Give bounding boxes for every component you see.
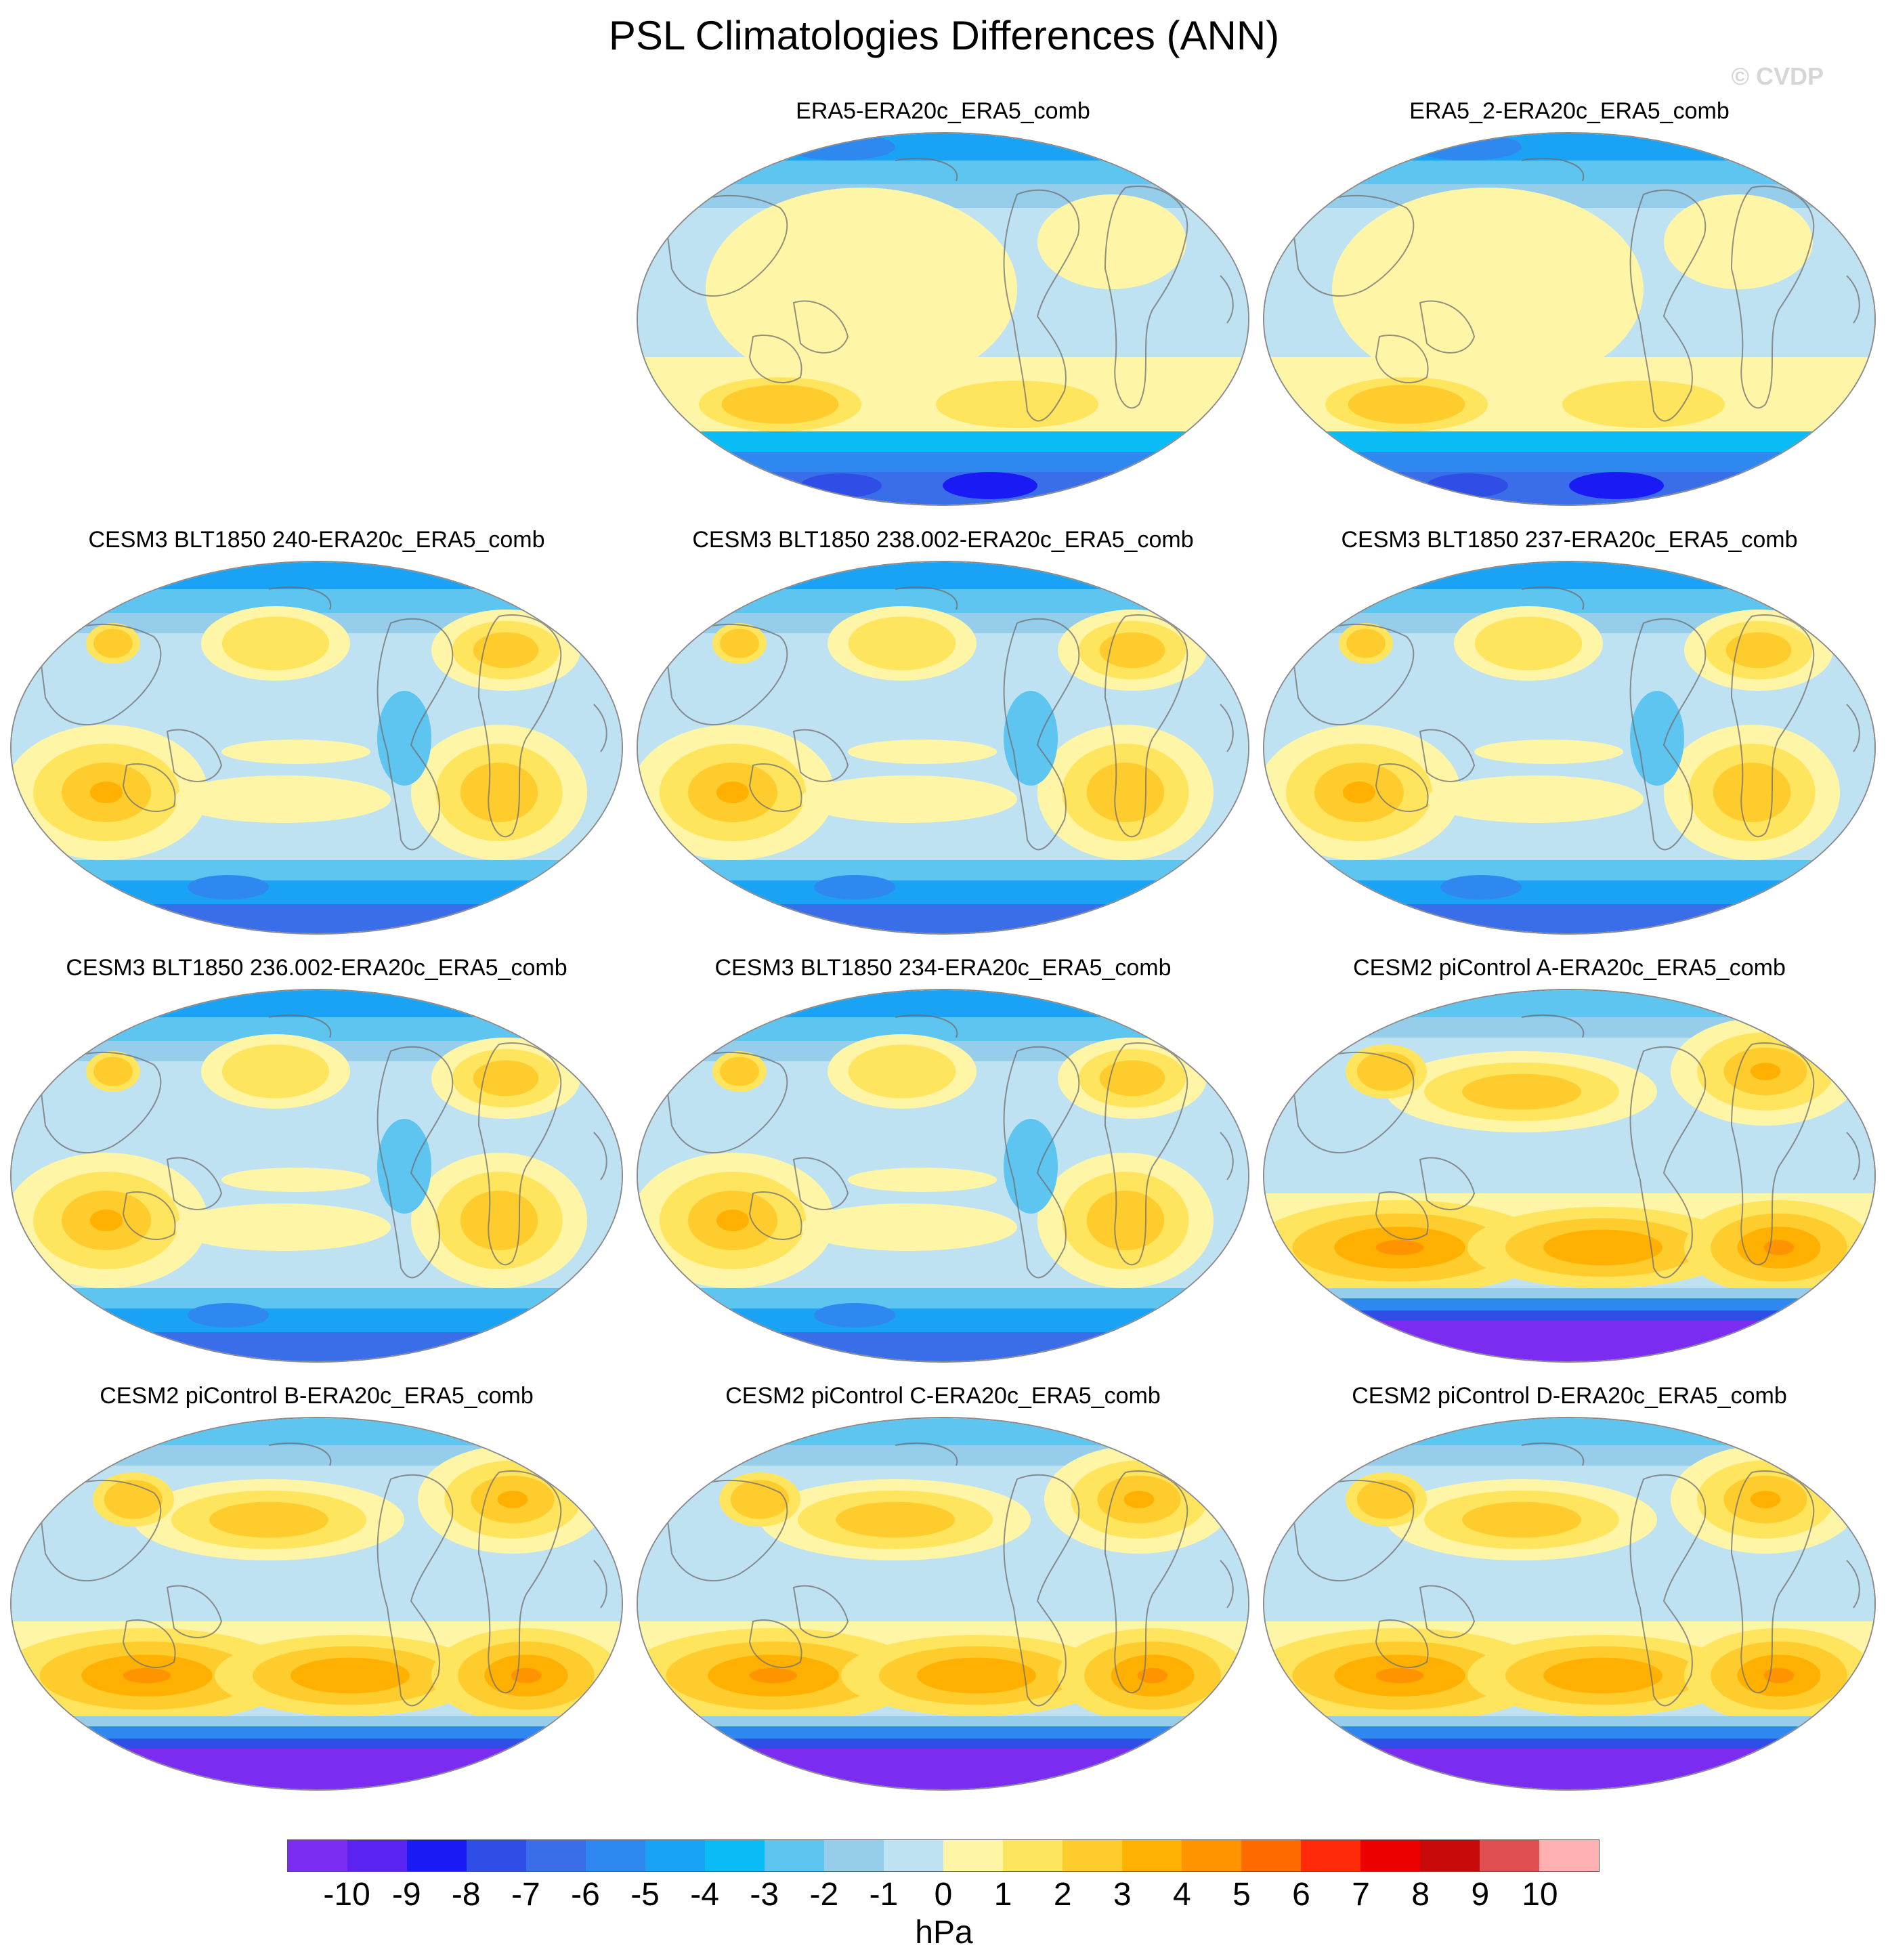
colorbar-tick-label: -4 (690, 1877, 719, 1913)
colorbar-swatch (1003, 1840, 1063, 1871)
colorbar-tick-label: 3 (1113, 1877, 1132, 1913)
panel-title: CESM3 BLT1850 240-ERA20c_ERA5_comb (88, 527, 545, 553)
colorbar-swatch (407, 1840, 467, 1871)
colorbar-tick-label: 5 (1232, 1877, 1251, 1913)
colorbar-swatch (1241, 1840, 1301, 1871)
colorbar-swatch (1182, 1840, 1241, 1871)
panel-title: CESM3 BLT1850 236.002-ERA20c_ERA5_comb (66, 955, 567, 981)
colorbar-swatch (1301, 1840, 1360, 1871)
map-panel-cesm2-a: CESM2 piControl A-ERA20c_ERA5_comb (1263, 955, 1876, 1363)
colorbar-tick-label: -3 (750, 1877, 779, 1913)
map (637, 1417, 1249, 1791)
colorbar-tick-label: 10 (1522, 1877, 1558, 1913)
panel-title: CESM3 BLT1850 237-ERA20c_ERA5_comb (1341, 527, 1798, 553)
colorbar-swatch (824, 1840, 884, 1871)
colorbar-swatch (1480, 1840, 1539, 1871)
map (1263, 132, 1876, 506)
colorbar-tick-label: -9 (391, 1877, 421, 1913)
panel-title: ERA5-ERA20c_ERA5_comb (796, 98, 1090, 124)
colorbar-swatch (943, 1840, 1003, 1871)
colorbar-tick-label: 1 (993, 1877, 1012, 1913)
colorbar-tick-label: -7 (511, 1877, 540, 1913)
map (637, 132, 1249, 506)
colorbar-tick-label: 7 (1352, 1877, 1370, 1913)
map (637, 561, 1249, 935)
colorbar-tick-label: -6 (571, 1877, 600, 1913)
map-panel-era5: ERA5-ERA20c_ERA5_comb (637, 98, 1249, 506)
colorbar-tick-label: -2 (809, 1877, 839, 1913)
colorbar-swatch (288, 1840, 347, 1871)
map-panel-cesm3-237: CESM3 BLT1850 237-ERA20c_ERA5_comb (1263, 527, 1876, 935)
panel-title: CESM2 piControl B-ERA20c_ERA5_comb (100, 1383, 534, 1409)
colorbar-unit: hPa (915, 1915, 973, 1951)
panel-title: CESM3 BLT1850 234-ERA20c_ERA5_comb (714, 955, 1172, 981)
map (637, 989, 1249, 1363)
map-panel-cesm3-238: CESM3 BLT1850 238.002-ERA20c_ERA5_comb (637, 527, 1249, 935)
colorbar-swatch (1063, 1840, 1122, 1871)
colorbar-swatch (467, 1840, 526, 1871)
colorbar-tick-label: 4 (1173, 1877, 1191, 1913)
colorbar-swatch (1122, 1840, 1182, 1871)
panel-title: CESM2 piControl C-ERA20c_ERA5_comb (725, 1383, 1161, 1409)
colorbar-tick-label: -1 (869, 1877, 899, 1913)
map-panel-era5-2: ERA5_2-ERA20c_ERA5_comb (1263, 98, 1876, 506)
colorbar-swatch (586, 1840, 645, 1871)
map-panel-cesm2-d: CESM2 piControl D-ERA20c_ERA5_comb (1263, 1383, 1876, 1791)
colorbar-labels: -10 -9 -8 -7 -6 -5 -4 -3 -2 -1 0 1 2 3 4 5 6 7 8 9 10 (287, 1876, 1600, 1917)
colorbar-swatch (1539, 1840, 1599, 1871)
colorbar-tick-label: 9 (1471, 1877, 1490, 1913)
colorbar (287, 1839, 1600, 1872)
colorbar-swatch (347, 1840, 407, 1871)
map (10, 989, 623, 1363)
map-panel-cesm3-234: CESM3 BLT1850 234-ERA20c_ERA5_comb (637, 955, 1249, 1363)
map (10, 1417, 623, 1791)
colorbar-tick-label: 0 (934, 1877, 953, 1913)
watermark: © CVDP (1731, 62, 1824, 90)
panel-title: CESM2 piControl D-ERA20c_ERA5_comb (1352, 1383, 1787, 1409)
panel-title: CESM3 BLT1850 238.002-ERA20c_ERA5_comb (692, 527, 1194, 553)
map-panel-cesm3-240: CESM3 BLT1850 240-ERA20c_ERA5_comb (10, 527, 623, 935)
colorbar-swatch (765, 1840, 824, 1871)
colorbar-swatch (884, 1840, 943, 1871)
colorbar-swatch (1360, 1840, 1420, 1871)
map (1263, 561, 1876, 935)
map-panel-cesm3-236: CESM3 BLT1850 236.002-ERA20c_ERA5_comb (10, 955, 623, 1363)
colorbar-tick-label: -8 (451, 1877, 481, 1913)
map (1263, 989, 1876, 1363)
panel-title: ERA5_2-ERA20c_ERA5_comb (1409, 98, 1730, 124)
map-panel-cesm2-c: CESM2 piControl C-ERA20c_ERA5_comb (637, 1383, 1249, 1791)
map-panel-cesm2-b: CESM2 piControl B-ERA20c_ERA5_comb (10, 1383, 623, 1791)
figure-title: PSL Climatologies Differences (ANN) (608, 13, 1280, 58)
colorbar-swatch (645, 1840, 705, 1871)
colorbar-tick-label: -5 (630, 1877, 660, 1913)
map (1263, 1417, 1876, 1791)
colorbar-tick-label: 6 (1292, 1877, 1310, 1913)
colorbar-swatch (526, 1840, 586, 1871)
panel-title: CESM2 piControl A-ERA20c_ERA5_comb (1353, 955, 1786, 981)
colorbar-swatch (1420, 1840, 1480, 1871)
colorbar-tick-label: 8 (1411, 1877, 1430, 1913)
colorbar-swatch (705, 1840, 765, 1871)
colorbar-tick-label: 2 (1053, 1877, 1072, 1913)
map (10, 561, 623, 935)
colorbar-tick-label: -10 (323, 1877, 370, 1913)
